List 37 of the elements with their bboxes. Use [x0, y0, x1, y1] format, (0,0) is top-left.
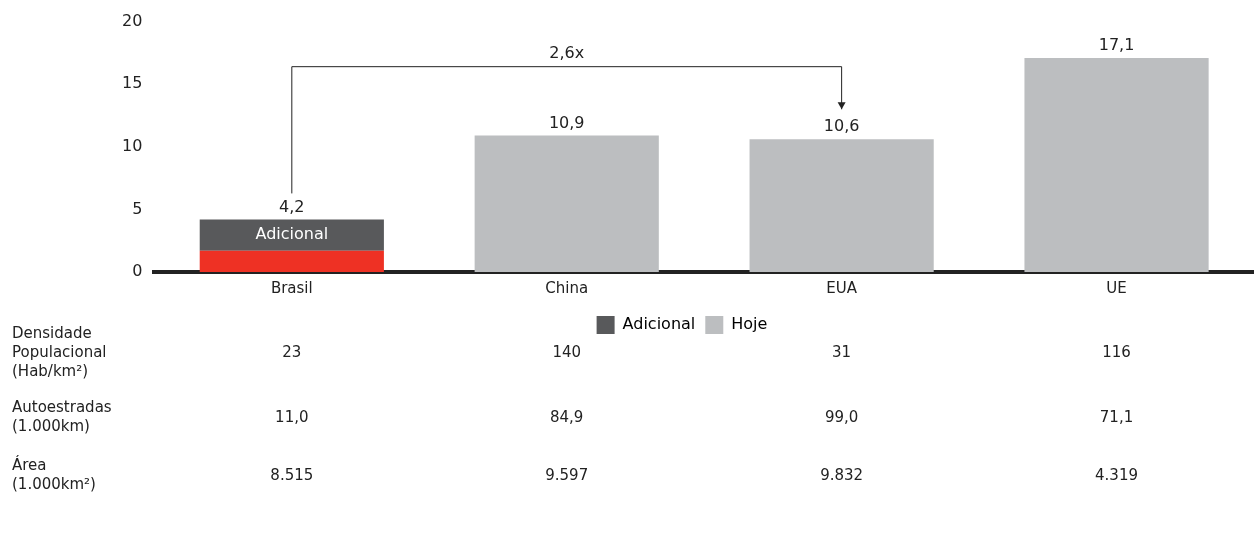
text: 4.319: [1095, 466, 1139, 484]
total-label: 4,2: [279, 196, 305, 216]
text: 11,0: [275, 408, 309, 426]
annotation: 2,6x: [549, 42, 585, 62]
text: 8.515: [270, 466, 314, 484]
x-tick-label: China: [545, 278, 589, 297]
text: Adicional: [255, 224, 329, 244]
text: 9.597: [545, 466, 589, 484]
bar: [199, 250, 384, 272]
text: 9.832: [820, 466, 864, 484]
legend-label: Adicional: [622, 314, 696, 334]
total-label: 10,9: [548, 112, 585, 132]
total-label: 17,1: [1098, 35, 1135, 55]
y-tick-label: 15: [122, 73, 143, 93]
x-tick-label: EUA: [826, 278, 858, 297]
bar: [199, 219, 384, 251]
text: 116: [1102, 343, 1131, 361]
y-tick-label: 5: [132, 198, 143, 218]
x-tick-label: UE: [1106, 278, 1127, 297]
text: 99,0: [824, 408, 859, 426]
y-tick-label: 10: [122, 135, 143, 155]
text: Área (1.000km²): [12, 456, 97, 494]
bar: [474, 135, 659, 272]
text: Autoestradas (1.000km): [12, 398, 113, 436]
text: 71,1: [1099, 408, 1134, 426]
text: 140: [552, 343, 582, 361]
y-tick-label: 20: [122, 10, 143, 30]
legend-label: Hoje: [731, 314, 768, 334]
bar: [749, 139, 934, 272]
y-tick-label: 0: [132, 261, 143, 281]
total-label: 10,6: [823, 116, 860, 136]
text: 84,9: [550, 408, 584, 426]
text: 31: [832, 343, 852, 361]
text: Densidade Populacional (Hab/km²): [12, 323, 108, 381]
bar: [1024, 57, 1209, 272]
x-tick-label: Brasil: [270, 278, 313, 297]
text: 23: [282, 343, 302, 361]
